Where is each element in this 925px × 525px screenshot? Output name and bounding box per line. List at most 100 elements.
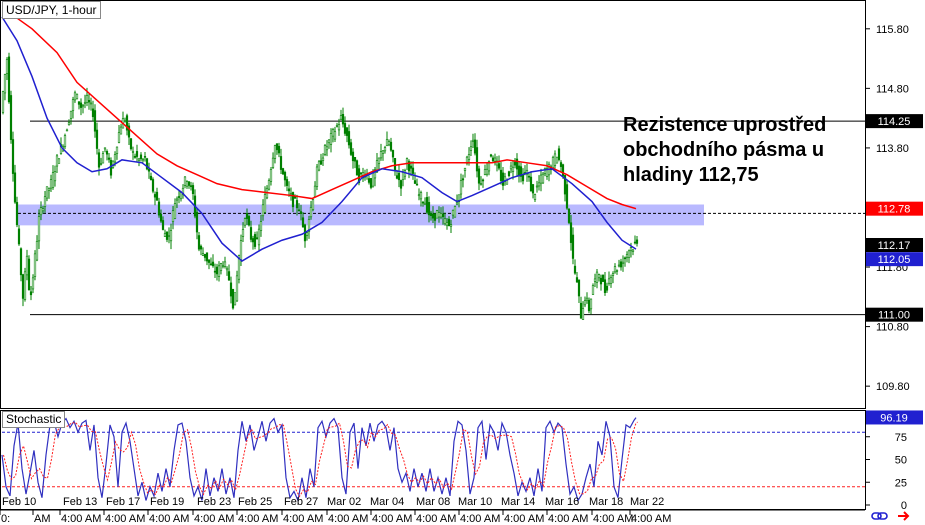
date-label: Mar 04	[370, 496, 404, 508]
horizontal-lines-layer	[30, 120, 865, 316]
candle-body	[299, 211, 303, 215]
candle-body	[35, 240, 39, 261]
candle-body	[623, 257, 627, 260]
candles-layer	[1, 52, 639, 321]
price-badges: 114.25 112.78 112.17 112.05 111.00	[866, 114, 923, 322]
link-icon[interactable]	[871, 512, 888, 520]
candle-body	[351, 151, 355, 162]
candle-body	[331, 129, 335, 137]
candle-body	[301, 217, 305, 228]
candle-body	[45, 186, 49, 199]
candle-body	[39, 207, 43, 216]
candle-body	[213, 270, 217, 273]
candle-body	[379, 151, 383, 159]
candle-body	[229, 282, 233, 297]
candle-body	[471, 139, 475, 142]
candle-body	[499, 169, 503, 181]
candle-body	[491, 157, 495, 162]
candle-body	[467, 154, 471, 160]
time-label: 4:00 AM	[194, 513, 234, 525]
candle-body	[401, 171, 405, 180]
candle-body	[537, 182, 541, 187]
time-label: AM	[34, 513, 51, 525]
candle-body	[285, 179, 289, 186]
candle-body	[613, 266, 617, 273]
candle-body	[335, 125, 339, 127]
candle-body	[69, 110, 73, 119]
candle-body	[585, 297, 589, 301]
candle-body	[431, 213, 435, 219]
date-label: Mar 08	[416, 496, 450, 508]
candle-body	[483, 169, 487, 175]
time-label: 4:00 AM	[631, 513, 671, 525]
candle-body	[209, 263, 213, 266]
candle-body	[137, 158, 141, 161]
candle-body	[501, 172, 505, 186]
candle-body	[553, 153, 557, 166]
candle-body	[473, 139, 477, 154]
candle-body	[153, 194, 157, 198]
candle-body	[49, 179, 53, 189]
candle-body	[521, 174, 525, 182]
stochastic-title: Stochastic	[2, 411, 66, 428]
time-label: 4:00 AM	[328, 513, 368, 525]
candle-body	[195, 211, 199, 233]
candle-body	[57, 158, 61, 164]
date-label: Mar 10	[458, 496, 492, 508]
candle-body	[383, 147, 387, 152]
candle-body	[625, 254, 629, 258]
candle-body	[591, 285, 595, 295]
candle-body	[295, 200, 299, 209]
candle-body	[377, 157, 381, 164]
candle-body	[291, 192, 295, 208]
candle-body	[51, 172, 55, 188]
time-label: 4:00 AM	[149, 513, 189, 525]
candle-body	[441, 213, 445, 218]
candle-body	[261, 204, 265, 217]
candle-body	[67, 122, 71, 126]
candle-body	[263, 194, 267, 213]
arrow-right-icon[interactable]	[898, 511, 910, 521]
candle-body	[141, 158, 145, 161]
candle-body	[609, 277, 613, 284]
candle-body	[481, 179, 485, 182]
candle-body	[599, 277, 603, 285]
candle-body	[217, 265, 221, 277]
price-badge-bg	[866, 252, 923, 267]
candle-body	[445, 222, 449, 226]
candle-body	[23, 271, 27, 300]
candle-body	[357, 168, 361, 184]
candle-body	[247, 216, 251, 226]
candle-body	[199, 245, 203, 250]
candle-body	[451, 209, 455, 216]
candle-body	[461, 178, 465, 181]
candle-body	[605, 285, 609, 291]
candle-body	[283, 171, 287, 181]
candle-body	[333, 131, 337, 140]
stochastic-tick-label: 0	[901, 500, 907, 512]
candle-body	[281, 168, 285, 175]
candle-body	[435, 210, 439, 219]
candle-body	[147, 168, 151, 172]
candle-body	[115, 146, 119, 155]
candle-body	[597, 274, 601, 279]
candle-body	[355, 160, 359, 176]
candle-body	[455, 201, 459, 205]
candle-body	[11, 139, 15, 174]
price-badge-label: 112.17	[878, 240, 911, 252]
candle-body	[531, 184, 535, 194]
stochastic-panel-frame	[0, 410, 866, 510]
candle-body	[381, 150, 385, 154]
candle-body	[203, 253, 207, 258]
candle-body	[397, 172, 401, 181]
time-label: 4:00 AM	[593, 513, 633, 525]
candle-body	[79, 102, 83, 108]
chart-title: USD/JPY, 1-hour	[2, 1, 101, 19]
price-tick-label: 109.80	[876, 381, 910, 393]
candle-body	[631, 249, 635, 252]
date-label: Feb 17	[106, 496, 140, 508]
candle-body	[159, 213, 163, 222]
candle-body	[325, 146, 329, 151]
candle-body	[139, 154, 143, 159]
stochastic-d-line	[3, 421, 638, 498]
